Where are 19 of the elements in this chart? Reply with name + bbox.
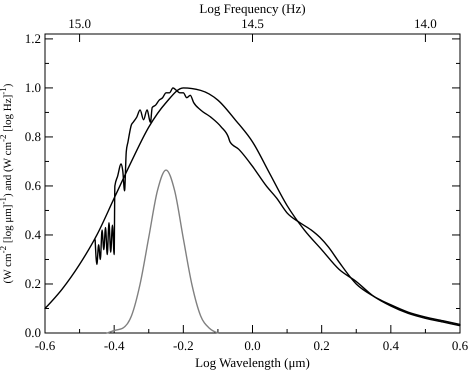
y-tick-label: 1.0 [24, 80, 41, 95]
x-tick-label: 0.6 [452, 338, 469, 353]
x2-tick-label: 14.0 [414, 16, 437, 31]
x-tick-label: -0.4 [104, 338, 125, 353]
x-axis-title: Log Wavelength (μm) [195, 355, 310, 370]
y-tick-label: 0.6 [24, 178, 42, 193]
y-tick-label: 1.2 [24, 30, 41, 46]
x-tick-label: 0.0 [244, 338, 261, 353]
y-tick-label: 0.4 [24, 226, 42, 242]
y-tick-label: 0.2 [24, 276, 41, 291]
y-tick-label: 0.0 [24, 325, 41, 340]
x2-tick-label: 15.0 [68, 16, 91, 31]
y-tick-label: 0.8 [24, 128, 41, 144]
x-tick-label: 0.2 [314, 338, 330, 353]
x2-axis-title: Log Frequency (Hz) [199, 1, 306, 16]
x-tick-label: -0.2 [173, 338, 194, 353]
x-tick-label: 0.4 [382, 338, 400, 353]
x-tick-label: -0.6 [34, 338, 56, 353]
x2-tick-label: 14.5 [241, 16, 264, 31]
